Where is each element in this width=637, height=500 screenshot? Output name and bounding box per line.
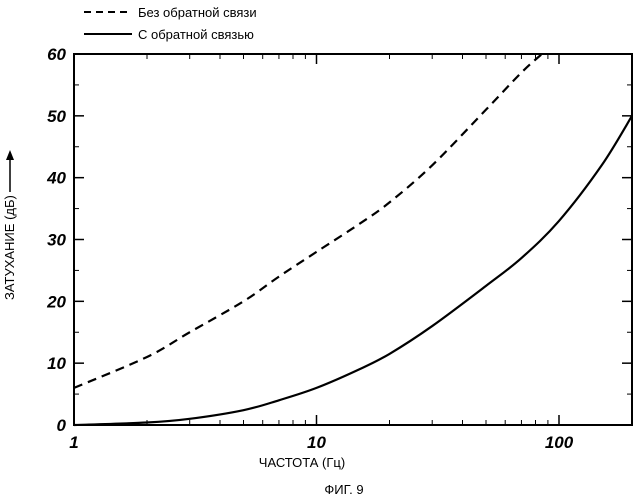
series-line-without-feedback bbox=[73, 53, 543, 389]
y-tick-label: 50 bbox=[47, 107, 66, 126]
y-tick-label: 60 bbox=[47, 45, 66, 64]
figure-caption: ФИГ. 9 bbox=[324, 482, 363, 497]
y-tick-label: 20 bbox=[46, 292, 66, 311]
legend-label-with-feedback: С обратной связью bbox=[138, 27, 254, 42]
x-axis-ticks: 1 10 100 bbox=[69, 54, 633, 452]
legend: Без обратной связи С обратной связью bbox=[84, 5, 257, 42]
x-axis-label: ЧАСТОТА (Гц) bbox=[259, 455, 345, 470]
y-tick-label: 30 bbox=[47, 231, 66, 250]
y-axis-label-arrowhead bbox=[6, 150, 14, 160]
legend-label-without-feedback: Без обратной связи bbox=[138, 5, 257, 20]
y-tick-label: 0 bbox=[57, 416, 67, 435]
data-series bbox=[73, 53, 633, 427]
y-tick-label: 10 bbox=[47, 354, 66, 373]
y-axis-label-group: ЗАТУХАНИЕ (дБ) bbox=[2, 150, 17, 300]
series-line-with-feedback bbox=[73, 115, 633, 427]
x-tick-label: 1 bbox=[69, 433, 78, 452]
x-tick-label: 100 bbox=[545, 433, 574, 452]
plot-area-frame bbox=[73, 53, 633, 426]
x-tick-label: 10 bbox=[307, 433, 326, 452]
y-axis-ticks: 0 10 20 30 40 50 60 bbox=[46, 45, 632, 435]
y-axis-label: ЗАТУХАНИЕ (дБ) bbox=[2, 195, 17, 300]
y-tick-label: 40 bbox=[46, 169, 66, 188]
